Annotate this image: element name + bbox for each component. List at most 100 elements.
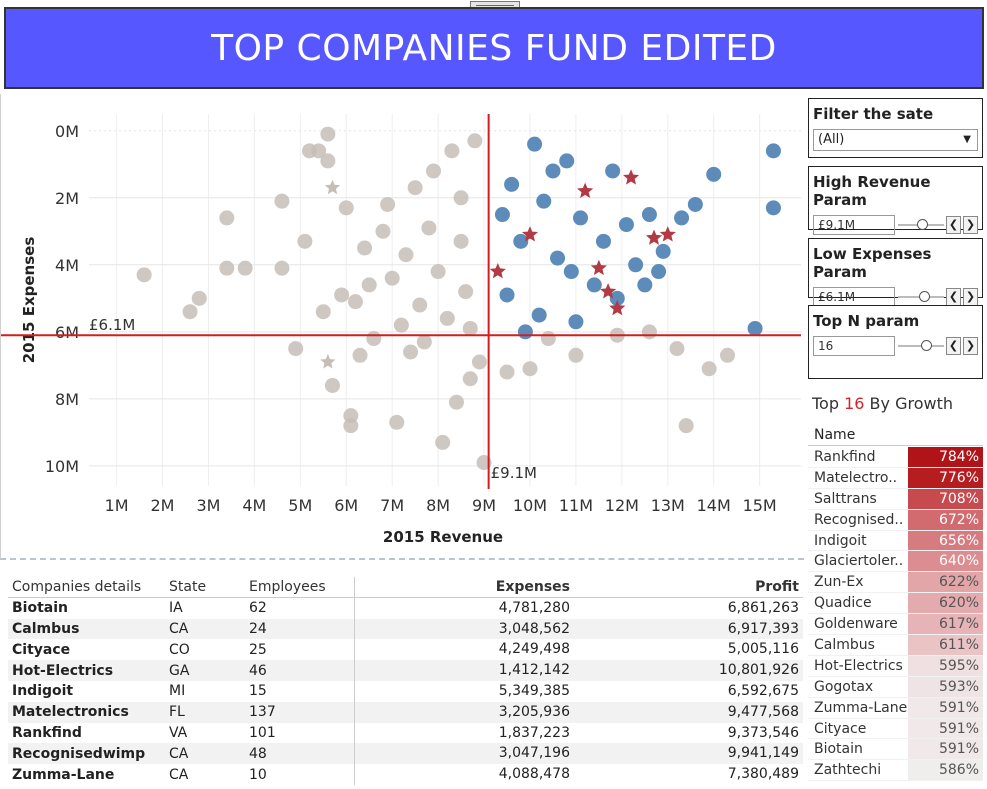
data-point[interactable]	[398, 247, 414, 263]
data-point[interactable]	[237, 260, 253, 276]
star-marker-top-growth[interactable]	[489, 263, 506, 279]
data-point[interactable]	[540, 331, 556, 347]
star-marker-top-growth[interactable]	[521, 226, 539, 242]
data-point[interactable]	[444, 143, 460, 159]
data-point[interactable]	[311, 143, 327, 159]
data-point[interactable]	[384, 270, 400, 286]
decrement-button[interactable]: ❮	[946, 337, 961, 355]
data-point[interactable]	[439, 310, 455, 326]
table-row[interactable]: Zumma-Lane CA 10 4,088,478 7,380,489	[8, 764, 803, 785]
list-item[interactable]: Zun-Ex 622%	[808, 572, 983, 594]
data-point-selected[interactable]	[595, 233, 611, 249]
top-n-param-input[interactable]: 16	[813, 336, 895, 356]
data-point[interactable]	[568, 347, 584, 363]
decrement-button[interactable]: ❮	[946, 288, 961, 306]
data-point[interactable]	[380, 196, 396, 212]
data-point[interactable]	[320, 153, 336, 169]
data-point[interactable]	[334, 287, 350, 303]
high-revenue-param-input[interactable]: £9.1M	[813, 215, 895, 235]
data-point[interactable]	[274, 260, 290, 276]
table-row[interactable]: Cityace CO 25 4,249,498 5,005,116	[8, 639, 803, 661]
data-point-selected[interactable]	[765, 143, 781, 159]
data-point-selected[interactable]	[651, 264, 667, 280]
data-point[interactable]	[416, 334, 432, 350]
star-marker[interactable]	[320, 354, 336, 369]
top-n-param-slider[interactable]	[898, 340, 944, 352]
list-item[interactable]: Salttrans 708%	[808, 488, 983, 510]
data-point-selected[interactable]	[655, 243, 671, 259]
list-item[interactable]: Hot-Electrics 595%	[808, 655, 983, 677]
slider-knob[interactable]	[917, 219, 929, 230]
data-point[interactable]	[274, 193, 290, 209]
list-item[interactable]: Zathtechi 586%	[808, 760, 983, 782]
table-row[interactable]: Rankfind VA 101 1,837,223 9,373,546	[8, 722, 803, 744]
data-point-selected[interactable]	[527, 136, 543, 152]
table-row[interactable]: Indigoit MI 15 5,349,385 6,592,675	[8, 680, 803, 702]
data-point[interactable]	[357, 240, 373, 256]
data-point-selected[interactable]	[563, 264, 579, 280]
data-point[interactable]	[393, 317, 409, 333]
data-point[interactable]	[701, 361, 717, 377]
list-item[interactable]: Zumma-Lane 591%	[808, 697, 983, 719]
star-marker[interactable]	[324, 179, 341, 195]
table-row[interactable]: Hot-Electrics GA 46 1,412,142 10,801,926	[8, 660, 803, 681]
data-point-selected[interactable]	[494, 207, 510, 223]
data-point[interactable]	[403, 344, 419, 360]
table-row[interactable]: Biotain IA 62 4,781,280 6,861,263	[8, 597, 803, 619]
list-item[interactable]: Calmbus 611%	[808, 635, 983, 656]
data-point[interactable]	[458, 284, 474, 300]
data-point[interactable]	[320, 126, 336, 142]
data-point[interactable]	[288, 341, 304, 357]
list-item[interactable]: Matelectro.. 776%	[808, 467, 983, 489]
header-companies[interactable]: Companies details	[12, 578, 142, 595]
data-point[interactable]	[191, 290, 207, 306]
star-marker-top-growth[interactable]	[600, 283, 617, 299]
list-item[interactable]: Rankfind 784%	[808, 447, 983, 468]
list-item[interactable]: Quadice 620%	[808, 593, 983, 615]
data-point-selected[interactable]	[586, 277, 602, 293]
list-item[interactable]: Cityace 591%	[808, 718, 983, 740]
data-point[interactable]	[462, 371, 478, 387]
data-point-selected[interactable]	[765, 200, 781, 216]
data-point[interactable]	[366, 331, 382, 347]
revenue-expenses-scatter[interactable]: 1M 2M 3M 4M 5M 6M 7M 8M 9M 10M 11M 12M 13M 14M 15M 0M 2M…	[1, 94, 805, 558]
data-point[interactable]	[678, 418, 694, 434]
table-row[interactable]: Matelectronics FL 137 3,205,936 9,477,568	[8, 701, 803, 723]
table-row[interactable]: Recognisedwimp CA 48 3,047,196 9,941,149	[8, 743, 803, 765]
data-point[interactable]	[471, 354, 487, 370]
state-filter-dropdown[interactable]: (All) ▼	[813, 129, 978, 151]
data-point-selected[interactable]	[609, 290, 625, 306]
data-point[interactable]	[343, 418, 359, 434]
data-point[interactable]	[389, 414, 405, 430]
data-point-selected[interactable]	[637, 277, 653, 293]
table-row[interactable]: Calmbus CA 24 3,048,562 6,917,393	[8, 618, 803, 640]
list-item[interactable]: Gogotax 593%	[808, 676, 983, 698]
star-marker-top-growth[interactable]	[609, 299, 626, 316]
low-expenses-param-input[interactable]: £6.1M	[813, 287, 895, 307]
list-item[interactable]: Indigoit 656%	[808, 530, 983, 552]
data-point[interactable]	[421, 220, 437, 236]
data-point[interactable]	[669, 341, 685, 357]
list-item[interactable]: Glaciertoler.. 640%	[808, 551, 983, 573]
data-point-selected[interactable]	[550, 250, 566, 266]
data-point-selected[interactable]	[747, 320, 763, 336]
data-point[interactable]	[522, 361, 538, 377]
list-item[interactable]: Biotain 591%	[808, 739, 983, 761]
data-point[interactable]	[720, 347, 736, 363]
data-point-selected[interactable]	[568, 314, 584, 330]
list-item[interactable]: Recognised.. 672%	[808, 509, 983, 531]
data-point-selected[interactable]	[536, 193, 552, 209]
data-point-selected[interactable]	[531, 307, 547, 323]
data-point-selected[interactable]	[499, 287, 515, 303]
data-point-selected[interactable]	[559, 153, 575, 169]
increment-button[interactable]: ❯	[963, 216, 978, 234]
data-point[interactable]	[435, 434, 451, 450]
star-marker-top-growth[interactable]	[645, 229, 663, 245]
data-point-selected[interactable]	[504, 176, 520, 192]
data-point-selected[interactable]	[641, 207, 657, 223]
data-point-selected[interactable]	[674, 210, 690, 226]
data-point[interactable]	[297, 233, 313, 249]
data-point[interactable]	[338, 200, 354, 216]
star-marker-top-growth[interactable]	[577, 182, 594, 198]
data-point[interactable]	[361, 277, 377, 293]
